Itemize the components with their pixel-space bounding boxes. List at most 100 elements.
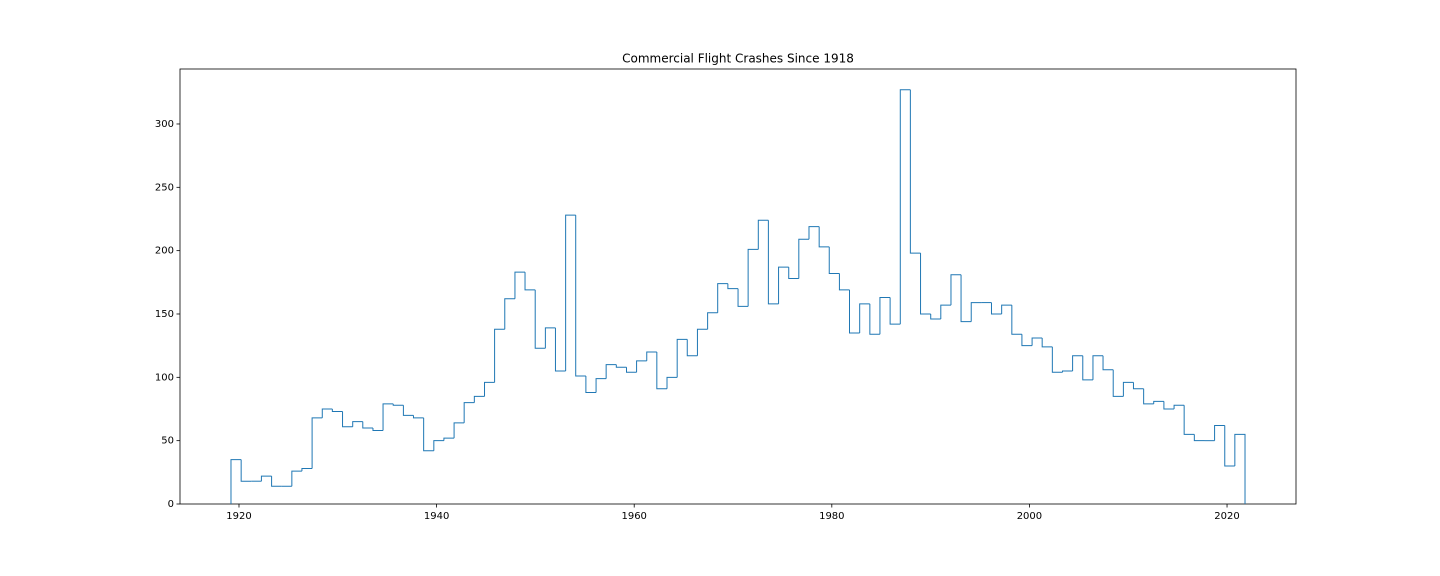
histogram-bin: [362, 421, 373, 429]
histogram-bin: [636, 360, 647, 373]
histogram-bin: [1041, 338, 1053, 348]
histogram-bin: [869, 303, 880, 335]
histogram-bin: [879, 297, 891, 335]
histogram-bin: [818, 226, 830, 248]
y-tick-label: 0: [168, 499, 174, 510]
histogram-bin: [656, 351, 668, 390]
histogram-bin: [1102, 355, 1114, 371]
histogram-bin: [605, 364, 617, 379]
histogram-bin: [676, 338, 688, 378]
x-tick-label: 1980: [819, 511, 844, 522]
histogram-bin: [909, 89, 921, 254]
histogram-bin: [970, 302, 982, 322]
histogram-bin: [1001, 304, 1012, 314]
chart-title: Commercial Flight Crashes Since 1918: [622, 52, 854, 66]
histogram-bin: [828, 246, 840, 274]
histogram-bin: [859, 303, 870, 333]
histogram-bin: [838, 273, 850, 291]
histogram-bin: [514, 271, 526, 299]
histogram-bin: [412, 415, 424, 419]
histogram-bin: [342, 411, 353, 428]
histogram-bin: [504, 298, 515, 330]
histogram-bin: [463, 402, 475, 423]
histogram-bin: [392, 403, 404, 406]
histogram-bin: [646, 351, 657, 361]
histogram-bin: [230, 459, 242, 504]
histogram-bin: [433, 440, 444, 451]
histogram-bin: [686, 339, 698, 357]
histogram-bin: [565, 214, 576, 371]
histogram-bin: [717, 283, 728, 313]
histogram-bin: [382, 403, 394, 431]
y-tick-label: 50: [161, 436, 174, 447]
y-tick-label: 100: [155, 372, 174, 383]
histogram-bin: [575, 215, 586, 377]
x-tick-label: 2020: [1214, 511, 1239, 522]
x-tick-label: 1920: [226, 511, 251, 522]
histogram-bin: [402, 405, 414, 416]
histogram-bin: [798, 238, 809, 279]
histogram-bin: [940, 304, 951, 320]
histogram-bin: [696, 328, 708, 356]
histogram-bin: [1234, 433, 1246, 504]
histogram-bin: [615, 364, 627, 368]
histogram-bin: [1163, 401, 1175, 410]
y-tick-label: 200: [155, 246, 174, 257]
histogram-bin: [747, 248, 759, 307]
histogram-bin: [534, 289, 546, 349]
histogram-bin: [920, 253, 931, 315]
histogram-bin: [301, 468, 313, 472]
histogram-bin: [1112, 369, 1124, 397]
histogram-bin: [778, 266, 789, 304]
histogram-bin: [331, 408, 343, 413]
histogram-bin: [930, 313, 941, 320]
histogram-bin: [271, 476, 282, 487]
histogram-bin: [849, 289, 860, 334]
y-tick-label: 250: [155, 182, 174, 193]
histogram-bin: [291, 470, 302, 487]
histogram-bin: [595, 378, 607, 393]
histogram-bin: [1143, 388, 1154, 405]
histogram-bin: [1051, 346, 1063, 373]
histogram-bin: [484, 381, 495, 397]
histogram-bin: [260, 475, 272, 482]
histogram-bin: [1224, 425, 1235, 467]
histogram-bin: [1072, 355, 1083, 371]
histogram-bin: [899, 89, 911, 325]
histogram-bin: [1011, 305, 1022, 335]
y-tick-label: 300: [155, 119, 174, 130]
histogram-bin: [1132, 382, 1144, 390]
histogram-bin: [240, 459, 252, 482]
histogram-bin: [352, 421, 363, 427]
histogram-bin: [544, 327, 556, 349]
histogram-bin: [737, 288, 749, 307]
histogram-bin: [494, 328, 505, 383]
histogram-bin: [707, 312, 718, 330]
histogram-bin: [311, 417, 323, 469]
histogram-bin: [1092, 355, 1104, 380]
histogram-bin: [808, 226, 820, 240]
histogram-bin: [453, 422, 465, 439]
histogram-bin: [1021, 334, 1033, 347]
histogram-bin: [1214, 424, 1225, 441]
histogram-bin: [666, 376, 678, 389]
x-tick-label: 1960: [621, 511, 646, 522]
histogram-bin: [1062, 370, 1073, 373]
histogram-bin: [1082, 355, 1093, 381]
x-tick-label: 1940: [424, 511, 449, 522]
histogram-bin: [473, 395, 485, 403]
x-tick-label: 2000: [1017, 511, 1042, 522]
histogram-bin: [554, 327, 566, 372]
histogram-bin: [1122, 381, 1134, 397]
histogram-bin: [1183, 405, 1195, 435]
y-tick-label: 150: [155, 309, 174, 320]
histogram-bin: [788, 267, 799, 280]
histogram-bin: [443, 437, 455, 441]
histogram-bin: [1153, 400, 1164, 404]
histogram-bin: [1193, 434, 1205, 442]
plot-frame: [179, 68, 1297, 505]
histogram-bin: [372, 427, 384, 432]
histogram-bin: [767, 220, 779, 305]
